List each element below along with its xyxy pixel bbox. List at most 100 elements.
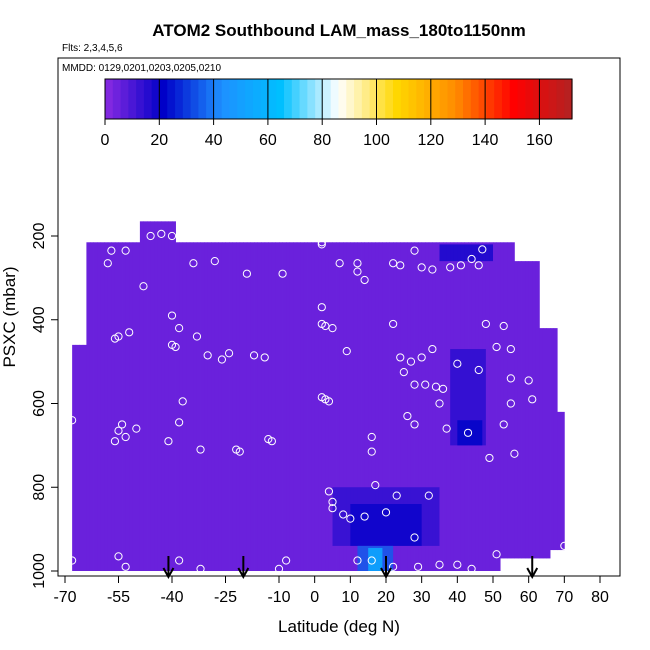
colorbar-segment [478,79,487,119]
colorbar-segment [533,79,542,119]
heatmap-column [221,242,226,571]
colorbar-segment [439,79,449,119]
sample-marker [317,303,326,312]
sample-marker [492,550,501,559]
colorbar-segment [221,79,231,119]
heatmap-column [400,242,405,571]
heatmap-column [357,242,362,571]
heatmap-column [325,242,330,571]
heatmap-column [339,242,344,571]
colorbar-segment [284,79,293,119]
heatmap-column [150,221,155,571]
heatmap-column [311,242,316,571]
colorbar-segment [416,79,425,119]
sample-marker [278,269,287,278]
x-tick-label: 80 [591,589,609,606]
sample-marker [267,437,276,446]
colorbar-segment [136,79,145,119]
heatmap-column [139,221,144,571]
colorbar-segment [463,79,472,119]
colorbar-segment [260,79,270,119]
sample-marker [428,265,437,274]
sample-marker [324,487,334,496]
sample-marker [428,344,437,354]
sample-marker [406,357,416,366]
heatmap-column [386,242,390,571]
heatmap-column [375,242,380,571]
heatmap-column [186,242,191,571]
sample-marker [528,395,537,404]
y-axis: 200 400 600 800 1000 [31,223,58,589]
sample-marker [403,411,412,421]
plot-region: MMDD: 0129,0201,0203,0205,0210 [57,57,621,577]
colorbar-segment [112,79,122,119]
x-tick-label: 60 [520,589,538,606]
heatmap-column [553,328,558,551]
sample-marker [196,564,205,574]
sample-marker [157,229,166,239]
sample-marker [485,453,494,463]
heatmap-column [132,242,137,571]
sample-marker [335,259,344,268]
heatmap-column [168,221,173,571]
heatmap-column [371,242,376,571]
sample-marker [282,556,291,565]
x-tick-label: -70 [53,589,76,606]
colorbar-segment [307,79,316,119]
sample-marker [175,418,184,427]
sample-marker [467,564,476,574]
heatmap-column [550,328,555,551]
heatmap-column [239,242,244,571]
colorbar-segment [252,79,262,119]
sample-markers [68,229,569,574]
colorbar-segment [175,79,184,119]
heatmap-column [257,242,262,571]
sample-marker [110,231,120,241]
sample-marker [410,533,419,542]
heatmap-column [493,242,497,571]
x-tick-label: -25 [214,589,237,606]
heatmap-column [321,242,326,571]
heatmap-column [350,242,355,571]
heatmap-column [425,242,430,571]
colorbar-segment [509,79,519,119]
heatmap-column [204,242,209,571]
heatmap-column [114,242,119,571]
heatmap-column [157,221,162,571]
heatmap-column [89,242,94,571]
sample-marker [274,564,284,574]
sample-marker [381,508,391,517]
sample-marker [506,344,515,354]
sample-marker [389,319,398,329]
sample-marker [339,510,348,519]
sample-marker [175,556,184,565]
colorbar-tick-label: 0 [101,132,110,149]
x-axis: -70 -55 -40 -25 -10 0 10 20 30 40 50 60 70 80 [53,576,609,606]
date-note: MMDD: 0129,0201,0203,0205,0210 [62,63,221,74]
sample-marker [438,384,448,393]
heatmap-column [336,242,341,571]
sample-marker [353,556,362,565]
sample-marker [474,261,483,270]
colorbar-segment [501,79,511,119]
sample-marker [353,259,362,268]
sample-marker [474,365,483,375]
heatmap-column [532,261,537,559]
heatmap-column [275,242,280,571]
y-tick-label: 600 [31,390,48,417]
heatmap-enhanced-cell [457,420,483,446]
sample-marker [110,334,120,343]
sample-marker [524,376,533,385]
sample-marker [107,246,116,255]
heatmap-column [432,242,437,571]
colorbar-segment [237,79,246,119]
sample-marker [175,324,184,333]
heatmap-cells [72,221,565,571]
x-tick-label: -55 [107,589,130,606]
heatmap-column [218,242,223,571]
sample-marker [396,261,405,270]
sample-marker [167,311,177,320]
colorbar-segment [517,79,526,119]
colorbar-tick-label: 20 [150,132,168,149]
colorbar-segment [369,79,379,119]
